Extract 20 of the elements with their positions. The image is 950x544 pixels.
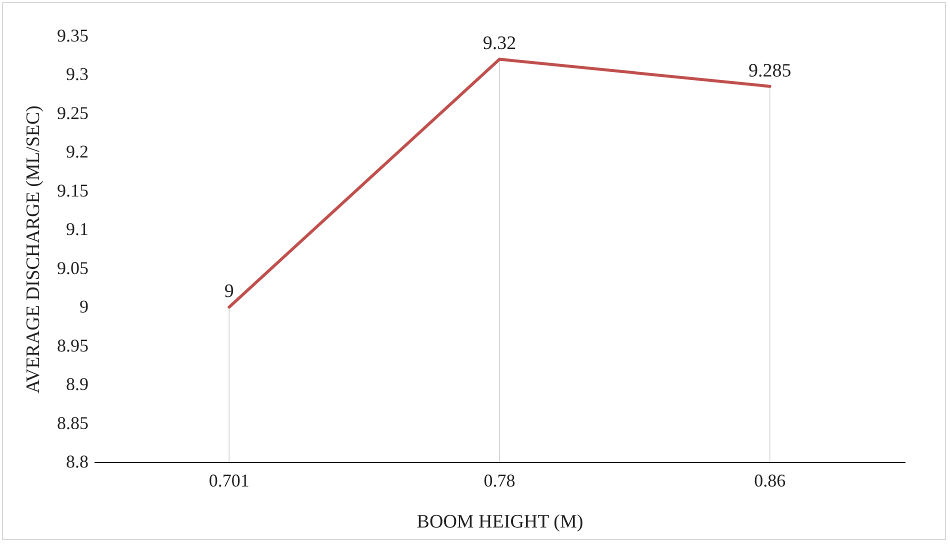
y-tick-label: 9.3 — [66, 64, 88, 84]
y-tick-label: 9.35 — [57, 26, 88, 46]
data-label: 9 — [224, 281, 234, 302]
y-tick-label: 8.8 — [66, 452, 88, 472]
x-tick-label: 0.78 — [484, 470, 516, 490]
y-tick-label: 9.05 — [57, 258, 88, 278]
y-tick-label: 9.2 — [66, 142, 88, 162]
x-axis-title: BOOM HEIGHT (M) — [416, 512, 584, 532]
y-tick-label: 9.25 — [57, 102, 88, 123]
y-tick-label: 8.95 — [57, 335, 88, 356]
data-label: 9.285 — [748, 60, 792, 82]
y-tick-label: 9.1 — [66, 219, 88, 240]
y-axis-title: AVERAGE DISCHARGE (ML/SEC) — [23, 106, 44, 394]
x-tick-label: 0.701 — [208, 470, 250, 490]
data-label: 9.32 — [482, 33, 516, 54]
y-tick-label: 8.9 — [66, 374, 88, 394]
x-tick-label: 0.86 — [754, 470, 786, 490]
y-tick-label: 9 — [80, 296, 88, 317]
y-tick-label: 8.85 — [57, 412, 88, 433]
y-tick-label: 9.15 — [57, 180, 88, 200]
